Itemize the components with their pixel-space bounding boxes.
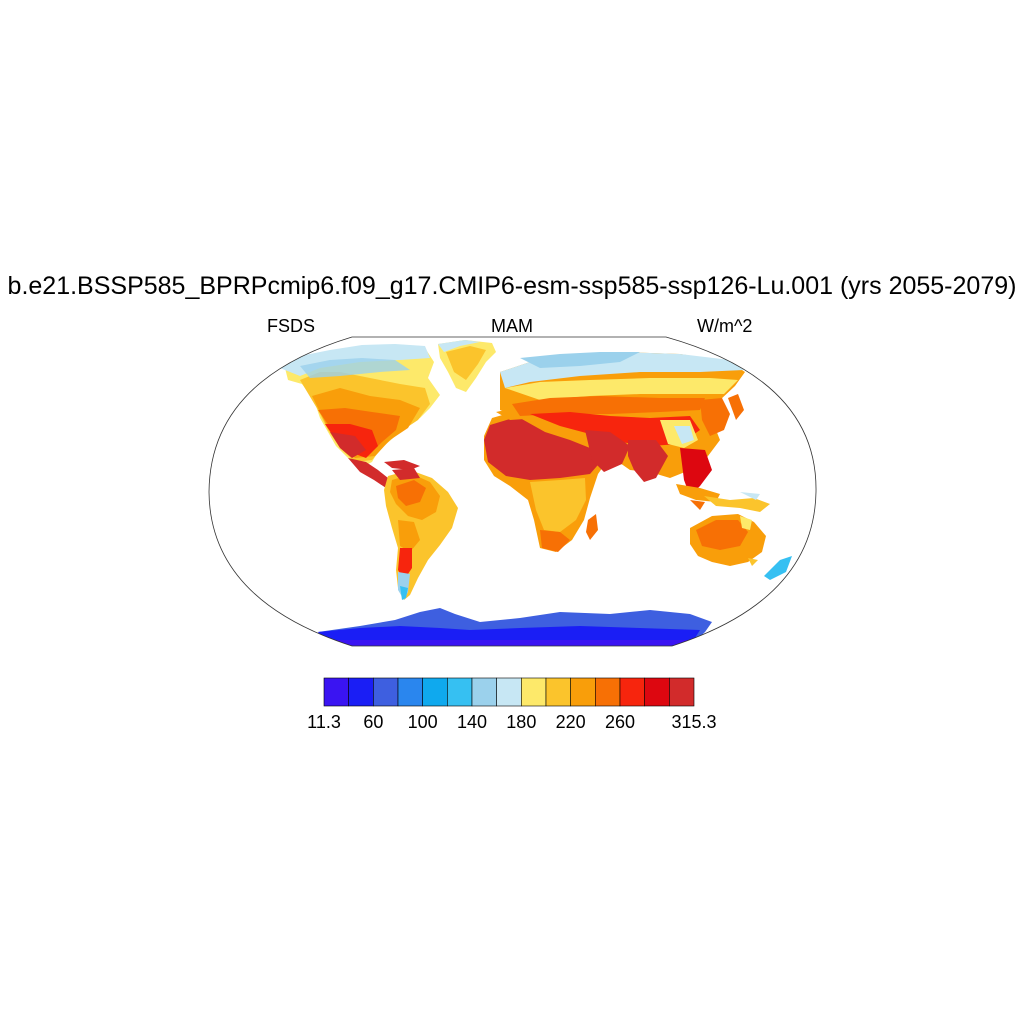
indonesia-region [676, 484, 770, 512]
season-label: MAM [491, 316, 533, 336]
colorbar-swatch [545, 677, 571, 707]
colorbar-swatch [521, 677, 547, 707]
colorbar-swatch [669, 677, 695, 707]
units-label: W/m^2 [697, 316, 753, 336]
colorbar-tick-label: 60 [363, 712, 383, 732]
colorbar-swatch [422, 677, 448, 707]
colorbar: 11.3 60 100 140 180 220 260 315.3 [307, 677, 717, 732]
colorbar-swatch [323, 677, 349, 707]
globe-outline [208, 336, 817, 647]
colorbar-swatch [373, 677, 399, 707]
colorbar-swatch [397, 677, 423, 707]
variable-label: FSDS [267, 316, 316, 336]
antarctica-region [318, 608, 712, 646]
colorbar-swatch [447, 677, 473, 707]
plot-title: b.e21.BSSP585_BPRPcmip6.f09_g17.CMIP6-es… [7, 272, 1017, 300]
colorbar-swatch [570, 677, 596, 707]
colorbar-tick-label: 100 [408, 712, 438, 732]
colorbar-swatch [619, 677, 645, 707]
colorbar-swatch [496, 677, 522, 707]
north-america-region [280, 344, 440, 488]
colorbar-swatch [644, 677, 670, 707]
colorbar-swatch [471, 677, 497, 707]
australia-region [690, 514, 792, 580]
south-america-region [384, 468, 458, 600]
colorbar-tick-label: 180 [506, 712, 536, 732]
colorbar-tick-label: 220 [556, 712, 586, 732]
colorbar-swatch [348, 677, 374, 707]
colorbar-swatch [595, 677, 621, 707]
colorbar-tick-label: 260 [605, 712, 635, 732]
colorbar-tick-label: 11.3 [307, 712, 341, 732]
eurasia-region [500, 352, 745, 496]
colorbar-tick-label: 315.3 [671, 712, 716, 732]
colorbar-tick-label: 140 [457, 712, 487, 732]
greenland-region [438, 340, 496, 392]
